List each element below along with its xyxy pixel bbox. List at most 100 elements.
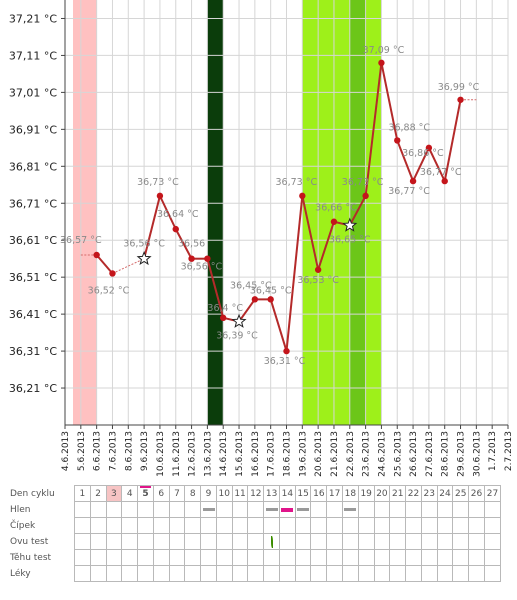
ovu-test-cell[interactable] <box>310 533 328 550</box>
cycle-day-cell[interactable]: 17 <box>326 485 344 502</box>
data-point[interactable] <box>394 137 401 144</box>
cycle-day-cell[interactable]: 24 <box>436 485 454 502</box>
preg-cell[interactable] <box>263 549 280 566</box>
cycle-day-cell[interactable]: 23 <box>420 485 438 502</box>
data-point[interactable] <box>409 177 417 185</box>
data-point[interactable] <box>283 347 290 355</box>
meds-cell[interactable] <box>263 565 280 582</box>
cycle-day-cell[interactable]: 3 <box>105 485 123 502</box>
mucus-cell[interactable] <box>105 501 123 518</box>
ovu-test-cell[interactable] <box>483 533 502 550</box>
cervix-cell[interactable] <box>326 517 344 534</box>
cycle-day-cell[interactable]: 14 <box>278 485 296 502</box>
preg-cell[interactable] <box>436 549 454 566</box>
mucus-cell[interactable] <box>200 501 217 518</box>
cycle-day-cell[interactable]: 18 <box>342 485 359 502</box>
mucus-cell[interactable] <box>294 501 312 518</box>
meds-cell[interactable] <box>326 565 344 582</box>
mucus-cell[interactable] <box>184 501 202 518</box>
cycle-day-cell[interactable]: 21 <box>389 485 407 502</box>
mucus-cell[interactable] <box>310 501 328 518</box>
mucus-cell[interactable] <box>373 501 391 518</box>
mucus-cell[interactable] <box>357 501 375 518</box>
meds-cell[interactable] <box>342 565 359 582</box>
data-point[interactable] <box>441 177 448 185</box>
preg-cell[interactable] <box>326 549 344 566</box>
mucus-cell[interactable] <box>89 501 107 518</box>
cervix-cell[interactable] <box>405 517 422 534</box>
meds-cell[interactable] <box>168 565 186 582</box>
cycle-day-cell[interactable]: 15 <box>294 485 312 502</box>
preg-cell[interactable] <box>452 549 470 566</box>
preg-cell[interactable] <box>152 549 170 566</box>
meds-cell[interactable] <box>468 565 485 582</box>
ovu-test-cell[interactable] <box>89 533 107 550</box>
preg-cell[interactable] <box>420 549 438 566</box>
preg-cell[interactable] <box>389 549 407 566</box>
meds-cell[interactable] <box>389 565 407 582</box>
ovu-test-cell[interactable] <box>137 533 154 550</box>
ovu-test-cell[interactable] <box>357 533 375 550</box>
preg-cell[interactable] <box>294 549 312 566</box>
mucus-cell[interactable] <box>278 501 296 518</box>
cycle-day-cell[interactable]: 27 <box>483 485 502 502</box>
data-point[interactable] <box>172 225 179 233</box>
cervix-cell[interactable] <box>452 517 470 534</box>
cycle-day-cell[interactable]: 2 <box>89 485 107 502</box>
cervix-cell[interactable] <box>420 517 438 534</box>
ovu-test-cell[interactable] <box>452 533 470 550</box>
preg-cell[interactable] <box>405 549 422 566</box>
ovu-test-cell[interactable] <box>468 533 485 550</box>
mucus-cell[interactable] <box>231 501 249 518</box>
cycle-day-cell[interactable]: 4 <box>121 485 139 502</box>
data-point[interactable] <box>314 266 322 273</box>
mucus-cell[interactable] <box>436 501 454 518</box>
mucus-cell[interactable] <box>263 501 280 518</box>
data-point[interactable] <box>330 218 338 225</box>
cycle-day-cell[interactable]: 16 <box>310 485 328 502</box>
cervix-cell[interactable] <box>200 517 217 534</box>
ovu-test-cell[interactable] <box>105 533 123 550</box>
cycle-day-cell[interactable]: 12 <box>247 485 265 502</box>
data-point[interactable] <box>267 296 274 303</box>
cycle-day-cell[interactable]: 6 <box>152 485 170 502</box>
preg-cell[interactable] <box>200 549 217 566</box>
preg-cell[interactable] <box>105 549 123 566</box>
ovu-test-cell[interactable] <box>326 533 344 550</box>
ovu-test-cell[interactable] <box>231 533 249 550</box>
data-point[interactable] <box>299 192 306 200</box>
data-point[interactable] <box>188 255 195 262</box>
cycle-day-cell[interactable]: 13 <box>263 485 280 502</box>
ovu-test-cell[interactable] <box>74 533 91 550</box>
mucus-cell[interactable] <box>452 501 470 518</box>
cervix-cell[interactable] <box>310 517 328 534</box>
ovu-test-cell[interactable] <box>420 533 438 550</box>
mucus-cell[interactable] <box>326 501 344 518</box>
meds-cell[interactable] <box>294 565 312 582</box>
mucus-cell[interactable] <box>468 501 485 518</box>
ovu-test-cell[interactable] <box>168 533 186 550</box>
data-point[interactable] <box>378 59 385 67</box>
preg-cell[interactable] <box>168 549 186 566</box>
preg-cell[interactable] <box>89 549 107 566</box>
cycle-day-cell[interactable]: 1 <box>74 485 91 502</box>
mucus-cell[interactable] <box>405 501 422 518</box>
cycle-day-cell[interactable]: 22 <box>405 485 422 502</box>
cervix-cell[interactable] <box>121 517 139 534</box>
meds-cell[interactable] <box>200 565 217 582</box>
cycle-day-cell[interactable]: 5 <box>137 485 154 502</box>
ovu-test-cell[interactable] <box>436 533 454 550</box>
cervix-cell[interactable] <box>389 517 407 534</box>
cycle-day-cell[interactable]: 9 <box>200 485 217 502</box>
cycle-day-cell[interactable]: 11 <box>231 485 249 502</box>
meds-cell[interactable] <box>436 565 454 582</box>
cervix-cell[interactable] <box>357 517 375 534</box>
ovu-test-cell[interactable] <box>405 533 422 550</box>
meds-cell[interactable] <box>105 565 123 582</box>
cervix-cell[interactable] <box>184 517 202 534</box>
cervix-cell[interactable] <box>342 517 359 534</box>
cervix-cell[interactable] <box>436 517 454 534</box>
ovu-test-cell[interactable] <box>200 533 217 550</box>
cervix-cell[interactable] <box>373 517 391 534</box>
meds-cell[interactable] <box>137 565 154 582</box>
